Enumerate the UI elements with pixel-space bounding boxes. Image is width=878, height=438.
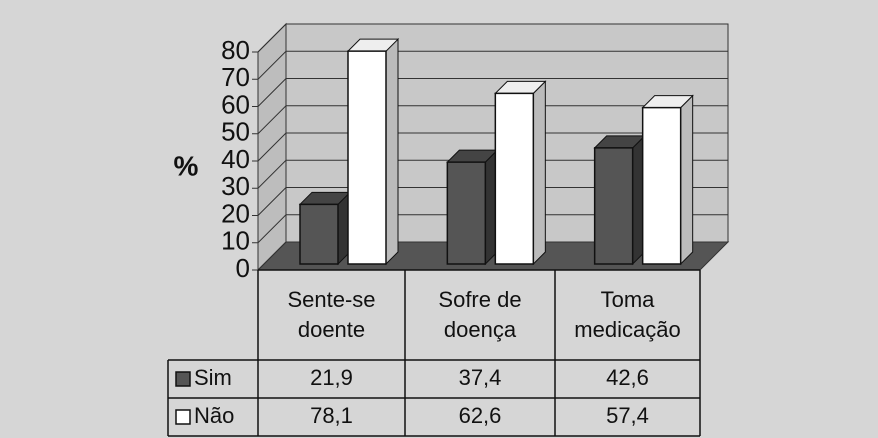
category-text: Toma medicação: [574, 287, 681, 342]
legend-key: [175, 371, 191, 387]
bar-front: [641, 106, 682, 265]
grid-line: [257, 132, 728, 162]
grid-line: [257, 159, 728, 189]
grid-line: [257, 78, 728, 107]
y-tick-label: 80: [221, 35, 250, 65]
x-tick-label: Toma medicação: [555, 270, 700, 360]
y-tick-label: 30: [221, 171, 250, 201]
bar-front: [347, 50, 387, 265]
value-label: 57,4: [606, 403, 649, 428]
grid-line: [257, 241, 728, 271]
bar-side: [680, 94, 694, 266]
y-tick-label: 70: [221, 62, 250, 92]
y-axis-label: %: [174, 150, 199, 181]
legend-label: Sim: [194, 365, 232, 390]
legend-key: [175, 409, 191, 425]
bar-front: [494, 92, 535, 265]
bar-front: [593, 147, 634, 265]
bar-front: [299, 203, 339, 265]
bar: [298, 191, 352, 266]
grid-line: [257, 105, 728, 135]
category-text: Sofre de doença: [438, 287, 522, 342]
bar-side: [532, 80, 546, 266]
y-tick-label: 10: [221, 226, 250, 256]
bar-front: [446, 161, 487, 265]
y-tick-label: 0: [236, 253, 250, 283]
y-tick-label: 50: [221, 117, 250, 147]
bar: [641, 94, 694, 266]
y-tick-label: 20: [221, 198, 250, 228]
x-tick-label: Sente-se doente: [258, 270, 405, 360]
value-label: 37,4: [459, 365, 502, 390]
grid-line: [257, 50, 728, 80]
x-tick-label: Sofre de doença: [405, 270, 555, 360]
bar-side: [385, 37, 399, 266]
bar: [446, 148, 499, 266]
y-tick-label: 40: [221, 144, 250, 174]
value-label: 21,9: [310, 365, 353, 390]
bar: [593, 134, 646, 266]
grid-line: [257, 214, 728, 244]
value-label: 62,6: [459, 403, 502, 428]
value-label: 78,1: [310, 403, 353, 428]
bar: [346, 37, 400, 266]
bar: [494, 80, 547, 266]
grid-line: [257, 23, 728, 53]
y-tick-label: 60: [221, 89, 250, 119]
legend-label: Não: [194, 403, 234, 428]
grid-line: [257, 187, 728, 216]
category-text: Sente-se doente: [287, 287, 376, 342]
value-label: 42,6: [606, 365, 649, 390]
